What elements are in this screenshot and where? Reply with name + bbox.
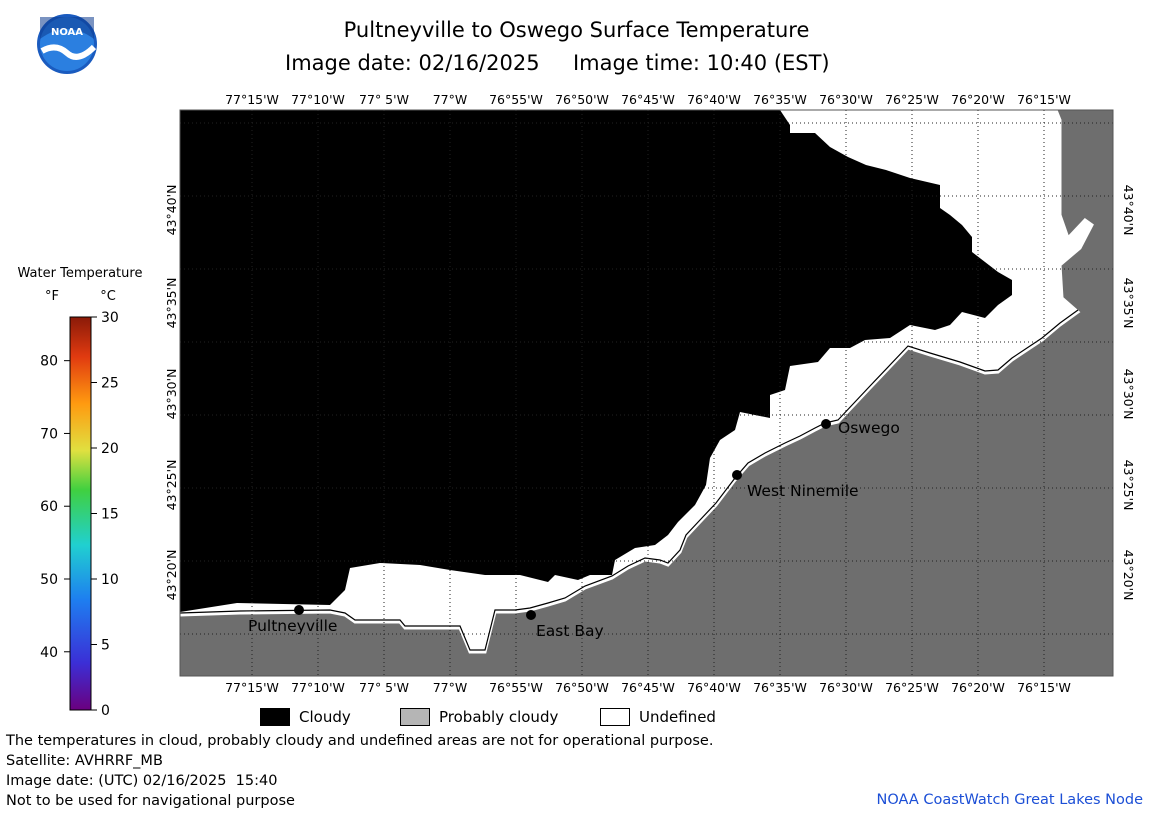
land-region	[180, 110, 1113, 676]
legend-swatch-probably-cloudy	[400, 708, 430, 726]
lat-label: 43°25'N	[1121, 460, 1136, 511]
legend-label: Undefined	[639, 708, 716, 726]
lat-labels-right: 43°40'N 43°35'N 43°30'N 43°25'N 43°20'N	[1121, 185, 1136, 601]
lon-label: 76°45'W	[621, 680, 675, 695]
colorbar-title: Water Temperature	[18, 266, 143, 281]
celsius-tick-label: 20	[101, 441, 119, 457]
lat-label: 43°25'N	[164, 460, 179, 511]
lon-label: 76°15'W	[1017, 92, 1071, 107]
lon-label: 76°35'W	[753, 92, 807, 107]
lon-label: 76°30'W	[819, 92, 873, 107]
colorbar-gradient	[69, 316, 92, 711]
lon-label: 77°15'W	[225, 680, 279, 695]
legend-cloudy: Cloudy	[260, 706, 351, 728]
svg-text:NOAA: NOAA	[51, 27, 83, 38]
lon-label: 76°35'W	[753, 680, 807, 695]
fahrenheit-tick-label: 60	[40, 499, 58, 515]
place-dot	[526, 610, 536, 620]
celsius-tick-label: 15	[101, 507, 119, 523]
lon-label: 77°W	[433, 92, 468, 107]
coastline	[179, 109, 1094, 654]
legend-swatch-cloudy	[260, 708, 290, 726]
nav-warning-text: Not to be used for navigational purpose	[6, 793, 295, 809]
lon-label: 76°20'W	[951, 680, 1005, 695]
credit-text: NOAA CoastWatch Great Lakes Node	[876, 792, 1143, 808]
lat-label: 43°30'N	[164, 369, 179, 420]
image-datetime: Image date: 02/16/2025 Image time: 10:40…	[285, 51, 830, 75]
lon-label: 76°30'W	[819, 680, 873, 695]
image-date: Image date: 02/16/2025	[285, 51, 540, 75]
lon-label: 77°15'W	[225, 92, 279, 107]
celsius-tick-label: 25	[101, 376, 119, 392]
lon-label: 76°25'W	[885, 92, 939, 107]
celsius-tick-label: 30	[101, 310, 119, 326]
lat-label: 43°20'N	[1121, 550, 1136, 601]
noaa-logo: NOAA	[37, 14, 97, 74]
lon-label: 76°55'W	[489, 680, 543, 695]
lon-label: 77° 5'W	[359, 680, 409, 695]
lon-label: 77° 5'W	[359, 92, 409, 107]
lon-labels-top: 77°15'W 77°10'W 77° 5'W 77°W 76°55'W 76°…	[225, 92, 1071, 107]
place-label: West Ninemile	[747, 482, 859, 500]
celsius-tick-label: 0	[101, 703, 110, 719]
fahrenheit-tick-label: 70	[40, 426, 58, 442]
legend-label: Cloudy	[299, 708, 351, 726]
legend-undefined: Undefined	[600, 706, 716, 728]
satellite-text: Satellite: AVHRRF_MB	[6, 753, 163, 769]
fahrenheit-ticks: 80 70 60 50 40	[40, 354, 70, 661]
image-time: Image time: 10:40 (EST)	[572, 51, 830, 75]
utc-date-text: Image date: (UTC) 02/16/2025 15:40	[6, 773, 278, 789]
lat-label: 43°35'N	[164, 278, 179, 329]
lon-label: 76°50'W	[555, 92, 609, 107]
lat-label: 43°40'N	[164, 185, 179, 236]
legend-swatch-undefined	[600, 708, 630, 726]
cloud-region	[180, 110, 1012, 612]
lon-label: 76°20'W	[951, 92, 1005, 107]
place-markers: Pultneyville East Bay West Ninemile Oswe…	[248, 419, 900, 640]
lon-label: 77°W	[433, 680, 468, 695]
lon-label: 76°15'W	[1017, 680, 1071, 695]
place-dot	[821, 419, 831, 429]
fahrenheit-tick-label: 50	[40, 572, 58, 588]
unit-fahrenheit: °F	[45, 289, 59, 304]
celsius-tick-label: 10	[101, 572, 119, 588]
lon-label: 76°40'W	[687, 92, 741, 107]
lat-label: 43°30'N	[1121, 369, 1136, 420]
place-dot	[294, 605, 304, 615]
lat-label: 43°40'N	[1121, 185, 1136, 236]
unit-celsius: °C	[100, 289, 116, 304]
lon-label: 76°25'W	[885, 680, 939, 695]
lon-label: 76°55'W	[489, 92, 543, 107]
fahrenheit-tick-label: 80	[40, 354, 58, 370]
place-label: Oswego	[838, 419, 900, 437]
lat-labels-left: 43°40'N 43°35'N 43°30'N 43°25'N 43°20'N	[164, 185, 179, 601]
lon-label: 76°40'W	[687, 680, 741, 695]
place-dot	[732, 470, 742, 480]
place-label: Pultneyville	[248, 617, 337, 635]
lon-label: 77°10'W	[291, 92, 345, 107]
celsius-tick-label: 5	[101, 638, 110, 654]
lon-label: 76°50'W	[555, 680, 609, 695]
lat-label: 43°35'N	[1121, 278, 1136, 329]
disclaimer-text: The temperatures in cloud, probably clou…	[6, 733, 714, 749]
lon-labels-bottom: 77°15'W 77°10'W 77° 5'W 77°W 76°55'W 76°…	[225, 680, 1071, 695]
map-area: 77°15'W 77°10'W 77° 5'W 77°W 76°55'W 76°…	[164, 92, 1136, 695]
lon-label: 77°10'W	[291, 680, 345, 695]
map-title: Pultneyville to Oswego Surface Temperatu…	[343, 18, 810, 42]
legend-probably-cloudy: Probably cloudy	[400, 706, 558, 728]
celsius-ticks: 30 25 20 15 10 5 0	[91, 310, 119, 719]
fahrenheit-tick-label: 40	[40, 645, 58, 661]
lat-label: 43°20'N	[164, 550, 179, 601]
place-label: East Bay	[536, 622, 604, 640]
legend-label: Probably cloudy	[439, 708, 559, 726]
lon-label: 76°45'W	[621, 92, 675, 107]
